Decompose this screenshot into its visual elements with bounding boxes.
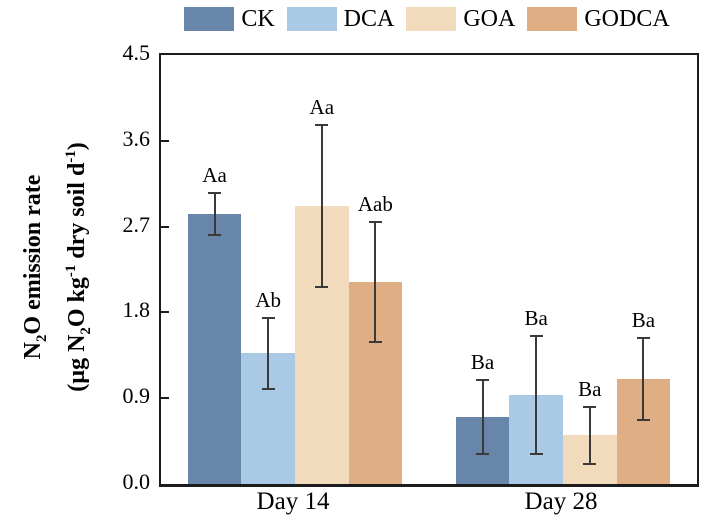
y-tick-label: 4.5: [122, 40, 151, 65]
legend-swatch: [184, 7, 235, 31]
y-axis-title-segment: N: [20, 342, 47, 360]
x-category-label: Day 14: [256, 488, 330, 515]
legend-swatch: [527, 7, 578, 31]
plot-area: Aa Ab Aa Aab Ba Ba Ba Ba: [159, 53, 699, 487]
significance-label: Aab: [357, 191, 393, 216]
error-bar-cap-bottom: [315, 285, 329, 288]
legend-label: GODCA: [584, 6, 670, 32]
significance-label: Aa: [309, 94, 335, 119]
plot-inner: Aa Ab Aa Aab Ba Ba Ba Ba: [161, 55, 697, 484]
error-bar-cap-top: [529, 335, 543, 338]
legend-swatch: [406, 7, 457, 31]
significance-label: Ba: [578, 376, 602, 401]
legend-item-goa: GOA: [406, 7, 515, 31]
y-axis-title: N2O emission rate (µg N2O kg-1 dry soil d…: [19, 142, 101, 391]
significance-label: Ba: [524, 306, 548, 331]
significance-label: Ba: [631, 308, 656, 333]
legend-swatch: [286, 7, 337, 31]
error-bar-cap-top: [315, 123, 329, 126]
significance-label: Aa: [202, 163, 227, 188]
error-bar: [481, 380, 484, 455]
x-category-label: Day 28: [524, 488, 598, 515]
y-tick-label: 3.6: [122, 125, 151, 151]
error-bar: [642, 338, 645, 421]
legend-label: GOA: [463, 6, 516, 32]
error-bar-cap-top: [636, 337, 650, 340]
error-bar-cap-top: [261, 317, 275, 320]
error-bar-cap-bottom: [261, 387, 275, 390]
y-axis-title-line: N2O emission rate: [19, 142, 57, 391]
error-bar-cap-bottom: [529, 453, 543, 456]
error-bar: [374, 221, 377, 342]
legend-label: CK: [241, 6, 275, 32]
y-axis-title-line: (µg N2O kg-1 dry soil d-1): [57, 142, 101, 391]
y-axis-title-segment: -1: [63, 150, 79, 163]
y-tick-mark: [161, 225, 169, 228]
legend-item-godca: GODCA: [527, 6, 670, 32]
error-bar: [213, 193, 216, 236]
significance-label: Ab: [255, 288, 282, 313]
error-bar-cap-bottom: [583, 462, 597, 465]
error-bar-cap-bottom: [636, 419, 650, 422]
legend-item-dca: DCA: [286, 6, 395, 32]
y-axis-title-segment: 2: [34, 334, 50, 343]
error-bar-cap-top: [368, 220, 382, 223]
error-bar: [535, 336, 538, 455]
y-axis-title-segment: 2: [77, 327, 94, 335]
error-bar-cap-top: [583, 405, 597, 408]
y-tick-mark: [161, 139, 169, 142]
error-bar-cap-top: [476, 379, 490, 382]
significance-label: Ba: [470, 350, 495, 375]
error-bar: [267, 318, 270, 389]
y-tick-mark: [161, 311, 169, 314]
error-bar-cap-bottom: [208, 234, 222, 237]
error-bar-cap-top: [208, 192, 222, 195]
y-tick-label: 1.8: [122, 297, 151, 323]
error-bar-cap-bottom: [476, 453, 490, 456]
y-tick-label: 2.7: [122, 211, 151, 237]
legend-label: DCA: [343, 6, 395, 32]
bar-ck-1: [187, 214, 242, 484]
legend-item-ck: CK: [184, 6, 275, 32]
y-axis-title-segment: -1: [63, 264, 79, 278]
legend: CK DCA GOA GODCA: [159, 4, 695, 34]
y-tick-label: 0.0: [122, 469, 151, 494]
error-bar: [320, 124, 323, 287]
y-tick-label: 0.9: [122, 383, 151, 409]
error-bar: [588, 406, 591, 464]
error-bar-cap-bottom: [368, 340, 382, 343]
y-tick-mark: [161, 397, 169, 400]
